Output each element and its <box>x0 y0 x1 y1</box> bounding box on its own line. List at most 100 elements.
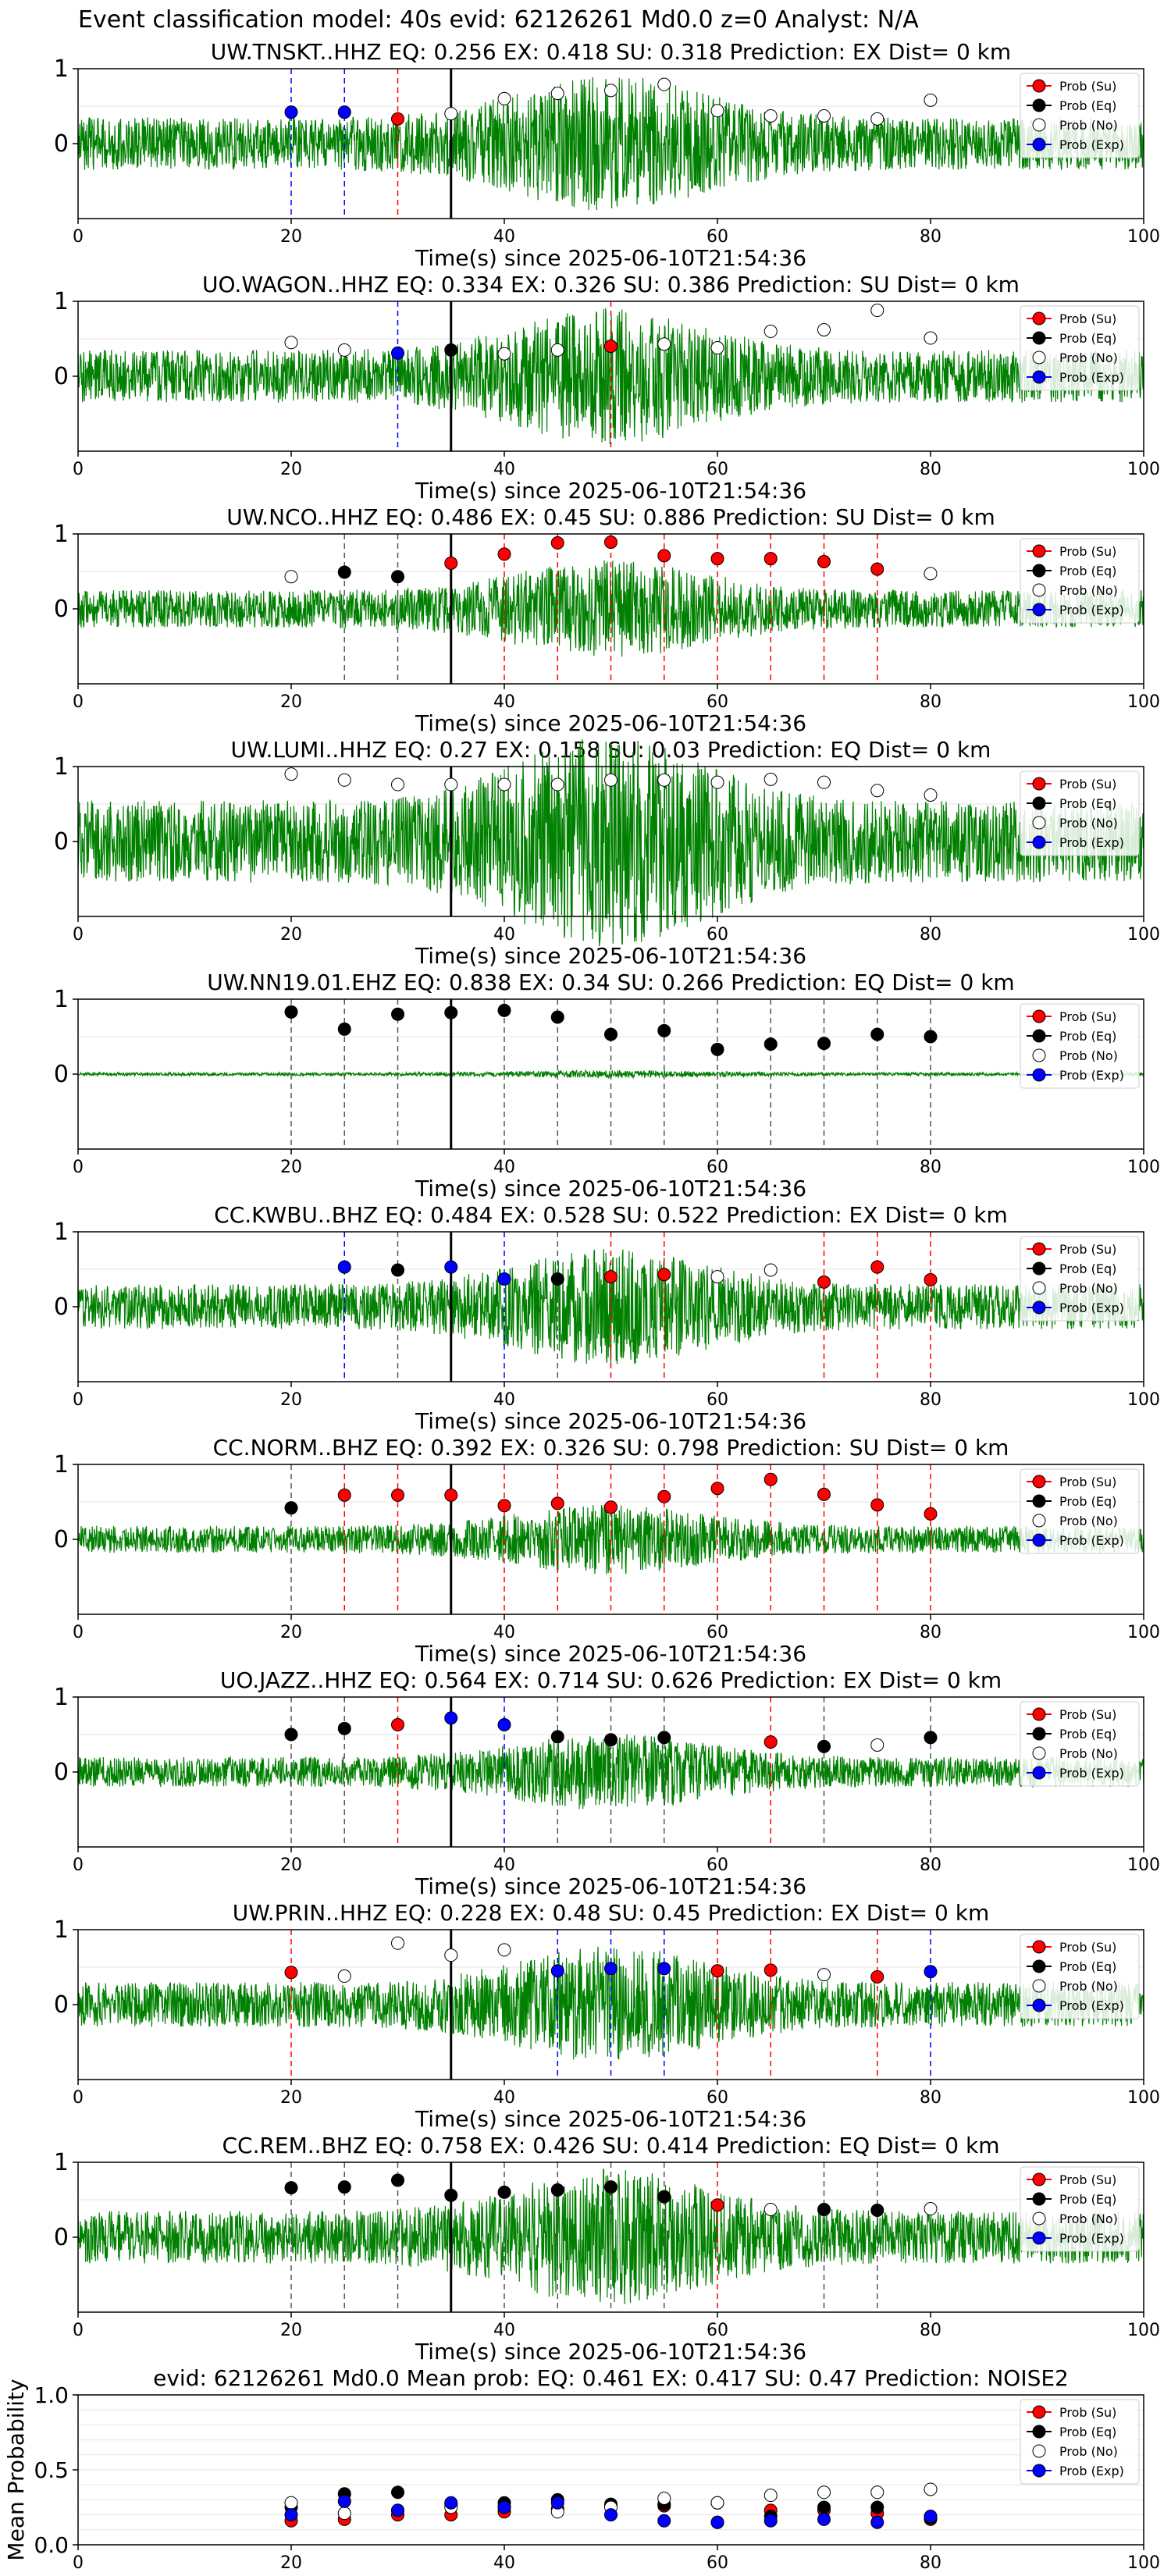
prob-point-su <box>337 1488 351 1502</box>
prob-point-eq <box>391 2173 404 2187</box>
prob-point-eq <box>391 1263 404 1277</box>
legend-box <box>1020 770 1140 856</box>
legend-marker-exp <box>1032 1300 1046 1315</box>
prob-point-no <box>391 1936 404 1950</box>
legend-marker-no <box>1032 583 1046 597</box>
legend-label-eq: Prob (Eq) <box>1059 1261 1116 1276</box>
legend-marker-eq <box>1032 98 1046 112</box>
x-tick-label: 100 <box>1127 227 1160 247</box>
prob-point-no <box>497 347 511 361</box>
legend: Prob (Su) Prob (Eq) Prob (No) Prob (Exp) <box>1020 2166 1140 2252</box>
prob-point-no <box>817 1968 831 1982</box>
x-tick-label: 40 <box>493 2553 515 2573</box>
legend: Prob (Su) Prob (Eq) Prob (No) Prob (Exp) <box>1020 1701 1140 1787</box>
legend: Prob (Su) Prob (Eq) Prob (No) Prob (Exp) <box>1020 770 1140 856</box>
panel-UO.WAGON..HHZ: UO.WAGON..HHZ EQ: 0.334 EX: 0.326 SU: 0.… <box>54 272 1160 503</box>
y-tick-label: 1 <box>54 753 69 781</box>
x-tick-label: 80 <box>920 2553 941 2573</box>
x-tick-label: 20 <box>280 1623 302 1642</box>
legend-marker-eq <box>1032 2192 1046 2206</box>
x-tick-label: 100 <box>1127 1158 1160 1177</box>
prob-point-eq <box>391 1007 404 1021</box>
legend-label-no: Prob (No) <box>1059 583 1118 598</box>
x-tick-label: 100 <box>1127 925 1160 945</box>
legend-marker-eq <box>1032 331 1046 345</box>
x-tick-label: 60 <box>707 1390 728 1410</box>
legend-marker-su <box>1032 1009 1046 1023</box>
prob-point-su <box>604 1500 618 1514</box>
prob-point-no <box>924 93 938 107</box>
prob-point-su <box>444 556 458 570</box>
prob-point-eq <box>444 1005 458 1019</box>
prob-point-su <box>710 1964 724 1978</box>
prob-point-exp <box>337 105 351 119</box>
legend-marker-su <box>1032 2172 1046 2186</box>
legend-marker-su <box>1032 1940 1046 1954</box>
panel-UW.NCO..HHZ: UW.NCO..HHZ EQ: 0.486 EX: 0.45 SU: 0.886… <box>54 504 1160 736</box>
prob-point-eq <box>497 2185 511 2199</box>
x-tick-label: 20 <box>280 1390 302 1410</box>
prob-point-eq <box>337 565 351 579</box>
legend-marker-eq <box>1032 1029 1046 1043</box>
mean-point-exp <box>444 2496 458 2510</box>
prob-point-su <box>657 549 671 563</box>
x-tick-label: 80 <box>920 2088 941 2108</box>
prob-point-su <box>444 1488 458 1502</box>
x-tick-label: 0 <box>73 1623 84 1642</box>
prob-point-no <box>710 775 724 789</box>
x-tick-label: 20 <box>280 925 302 945</box>
prob-point-no <box>870 112 884 126</box>
y-tick-label: 0 <box>54 2224 69 2251</box>
panel-title: UW.NN19.01.EHZ EQ: 0.838 EX: 0.34 SU: 0.… <box>207 970 1014 995</box>
legend-marker-no <box>1032 350 1046 365</box>
prob-point-no <box>763 2202 778 2216</box>
legend-box <box>1020 1236 1140 1322</box>
x-tick-label: 0 <box>73 2321 84 2340</box>
mean-point-exp <box>817 2512 831 2526</box>
x-tick-label: 0 <box>73 1390 84 1410</box>
legend-marker-eq <box>1032 564 1046 578</box>
x-tick-label: 0 <box>73 925 84 945</box>
prob-point-su <box>391 112 404 126</box>
panel-UW.LUMI..HHZ: UW.LUMI..HHZ EQ: 0.27 EX: 0.158 SU: 0.03… <box>54 737 1160 969</box>
prob-point-su <box>817 1487 831 1501</box>
y-tick-label: 0.5 <box>34 2457 69 2483</box>
x-tick-label: 60 <box>707 227 728 247</box>
prob-point-no <box>444 107 458 121</box>
prob-point-no <box>710 341 724 355</box>
legend-label-exp: Prob (Exp) <box>1059 1766 1124 1781</box>
prob-point-su <box>870 1260 884 1274</box>
panel-CC.KWBU..BHZ: CC.KWBU..BHZ EQ: 0.484 EX: 0.528 SU: 0.5… <box>54 1202 1160 1434</box>
legend-label-exp: Prob (Exp) <box>1059 1533 1124 1548</box>
x-tick-label: 40 <box>493 2088 515 2108</box>
legend-label-su: Prob (Su) <box>1059 1940 1116 1955</box>
legend-label-su: Prob (Su) <box>1059 1009 1116 1024</box>
legend-marker-eq <box>1032 1261 1046 1276</box>
x-axis-label: Time(s) since 2025-06-10T21:54:36 <box>415 1176 806 1201</box>
prob-point-no <box>657 337 671 351</box>
legend-label-exp: Prob (Exp) <box>1059 603 1124 617</box>
legend-marker-exp <box>1032 1068 1046 1082</box>
prob-point-su <box>763 1963 778 1977</box>
legend-marker-su <box>1032 1475 1046 1489</box>
x-tick-label: 100 <box>1127 1390 1160 1410</box>
prob-point-su <box>817 555 831 569</box>
prob-point-exp <box>497 1272 511 1286</box>
x-tick-label: 100 <box>1127 1623 1160 1642</box>
legend-label-eq: Prob (Eq) <box>1059 2192 1116 2207</box>
prob-point-su <box>763 1472 778 1486</box>
prob-point-su <box>497 1499 511 1513</box>
legend-box <box>1020 2399 1140 2485</box>
mean-point-exp <box>391 2503 404 2517</box>
y-tick-label: 1 <box>54 521 69 548</box>
prob-point-no <box>497 91 511 105</box>
panel-title: UW.NCO..HHZ EQ: 0.486 EX: 0.45 SU: 0.886… <box>226 504 995 530</box>
prob-point-eq <box>497 1003 511 1017</box>
legend-marker-exp <box>1032 1766 1046 1780</box>
prob-point-su <box>710 2198 724 2212</box>
legend-box <box>1020 305 1140 391</box>
prob-point-eq <box>284 1501 298 1515</box>
prob-point-su <box>817 1275 831 1289</box>
x-tick-label: 40 <box>493 2321 515 2340</box>
y-tick-label: 0 <box>54 1526 69 1553</box>
